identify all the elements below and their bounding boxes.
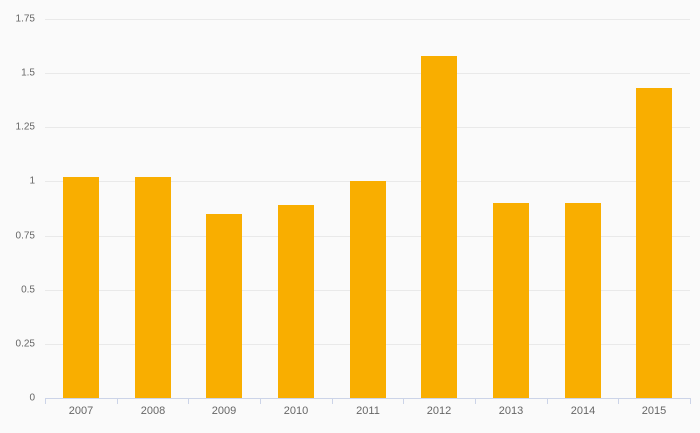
x-axis-tick: [45, 398, 46, 404]
x-axis-label: 2010: [283, 405, 309, 417]
x-axis-label: 2011: [356, 405, 380, 417]
x-axis-label: 2012: [426, 405, 452, 417]
bar-2013: [493, 203, 529, 398]
bar-2008: [135, 177, 171, 398]
x-axis-label: 2009: [211, 405, 237, 417]
x-axis-line: [45, 398, 691, 399]
y-axis-label: 1.75: [15, 13, 35, 25]
y-axis-label: 1: [29, 175, 35, 187]
x-axis-tick: [117, 398, 118, 404]
y-axis-label: 1.25: [15, 121, 35, 133]
y-axis-label: 0.75: [15, 230, 35, 242]
x-axis-label: 2014: [570, 405, 596, 417]
x-axis-tick: [547, 398, 548, 404]
x-axis-label: 2015: [641, 405, 667, 417]
x-axis-tick: [188, 398, 189, 404]
gridline: [45, 19, 690, 20]
bar-2015: [636, 88, 672, 398]
bar-2007: [63, 177, 99, 398]
x-axis-label: 2013: [498, 405, 524, 417]
x-axis-tick: [475, 398, 476, 404]
bar-2014: [565, 203, 601, 398]
gridline: [45, 73, 690, 74]
x-axis-tick: [332, 398, 333, 404]
bar-2010: [278, 205, 314, 398]
bar-2009: [206, 214, 242, 398]
y-axis-label: 0.25: [15, 338, 35, 350]
x-axis-tick: [260, 398, 261, 404]
y-axis-label: 0.5: [21, 284, 35, 296]
gridline: [45, 127, 690, 128]
y-axis-label: 0: [29, 392, 35, 404]
x-axis-tick: [618, 398, 619, 404]
bar-2011: [350, 181, 386, 398]
x-axis-tick: [690, 398, 691, 404]
y-axis-label: 1.5: [21, 67, 35, 79]
x-axis-label: 2008: [140, 405, 166, 417]
x-axis-label: 2007: [68, 405, 94, 417]
x-axis-tick: [403, 398, 404, 404]
bar-2012: [421, 56, 457, 398]
